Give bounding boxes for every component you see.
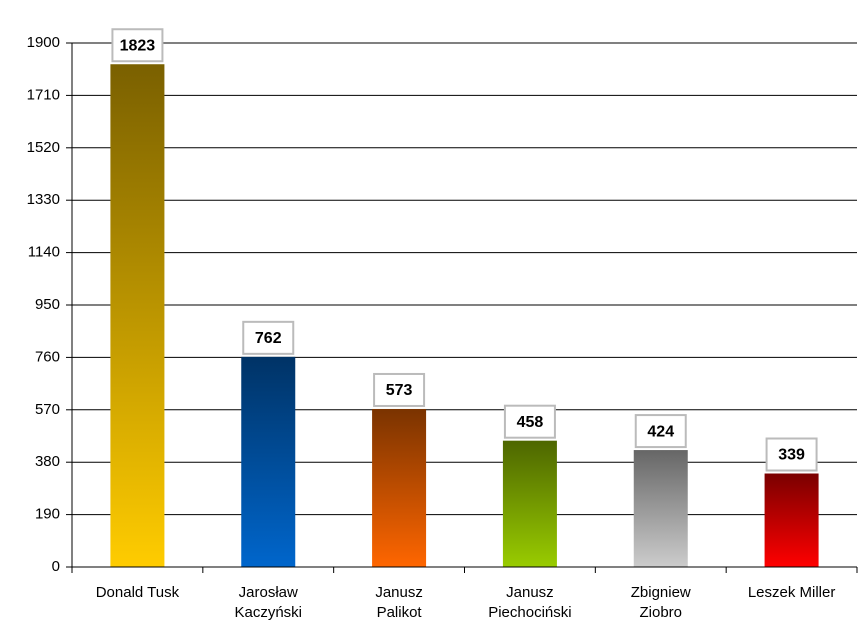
value-label-box <box>503 404 556 439</box>
bar <box>372 408 427 567</box>
bar <box>110 64 165 568</box>
value-label: 762 <box>255 330 282 347</box>
y-tick-label: 1710 <box>27 86 60 103</box>
y-tick-label: 1520 <box>27 139 60 156</box>
y-tick-label: 1330 <box>27 191 60 208</box>
x-tick-label: Janusz Palikot <box>375 584 423 621</box>
value-label: 1823 <box>120 37 156 54</box>
value-label-box <box>373 372 426 407</box>
value-label-box <box>111 28 164 63</box>
value-label-box <box>242 320 295 355</box>
bar <box>502 440 557 567</box>
bar <box>633 450 688 567</box>
y-tick-label: 1140 <box>28 244 60 261</box>
y-tick-label: 570 <box>35 401 60 418</box>
bar <box>241 356 296 567</box>
y-tick-label: 0 <box>52 558 60 575</box>
y-tick-label: 190 <box>35 506 60 523</box>
y-tick-label: 760 <box>35 348 60 365</box>
y-tick-label: 1900 <box>27 34 60 51</box>
value-label: 573 <box>386 382 413 399</box>
value-label-box <box>765 437 818 472</box>
value-label: 458 <box>517 414 544 431</box>
y-tick-label: 380 <box>35 453 60 470</box>
x-tick-label: Leszek Miller <box>747 584 836 601</box>
y-tick-label: 950 <box>35 296 60 313</box>
value-label: 424 <box>647 423 674 440</box>
x-tick-label: Donald Tusk <box>95 584 180 601</box>
bar <box>764 473 819 567</box>
value-label: 339 <box>778 447 805 464</box>
x-tick-label: Janusz Piechociński <box>488 584 572 621</box>
x-tick-label: Zbigniew Ziobro <box>630 584 691 621</box>
value-label-box <box>634 414 687 449</box>
x-tick-label: Jarosław Kaczyński <box>234 584 303 621</box>
